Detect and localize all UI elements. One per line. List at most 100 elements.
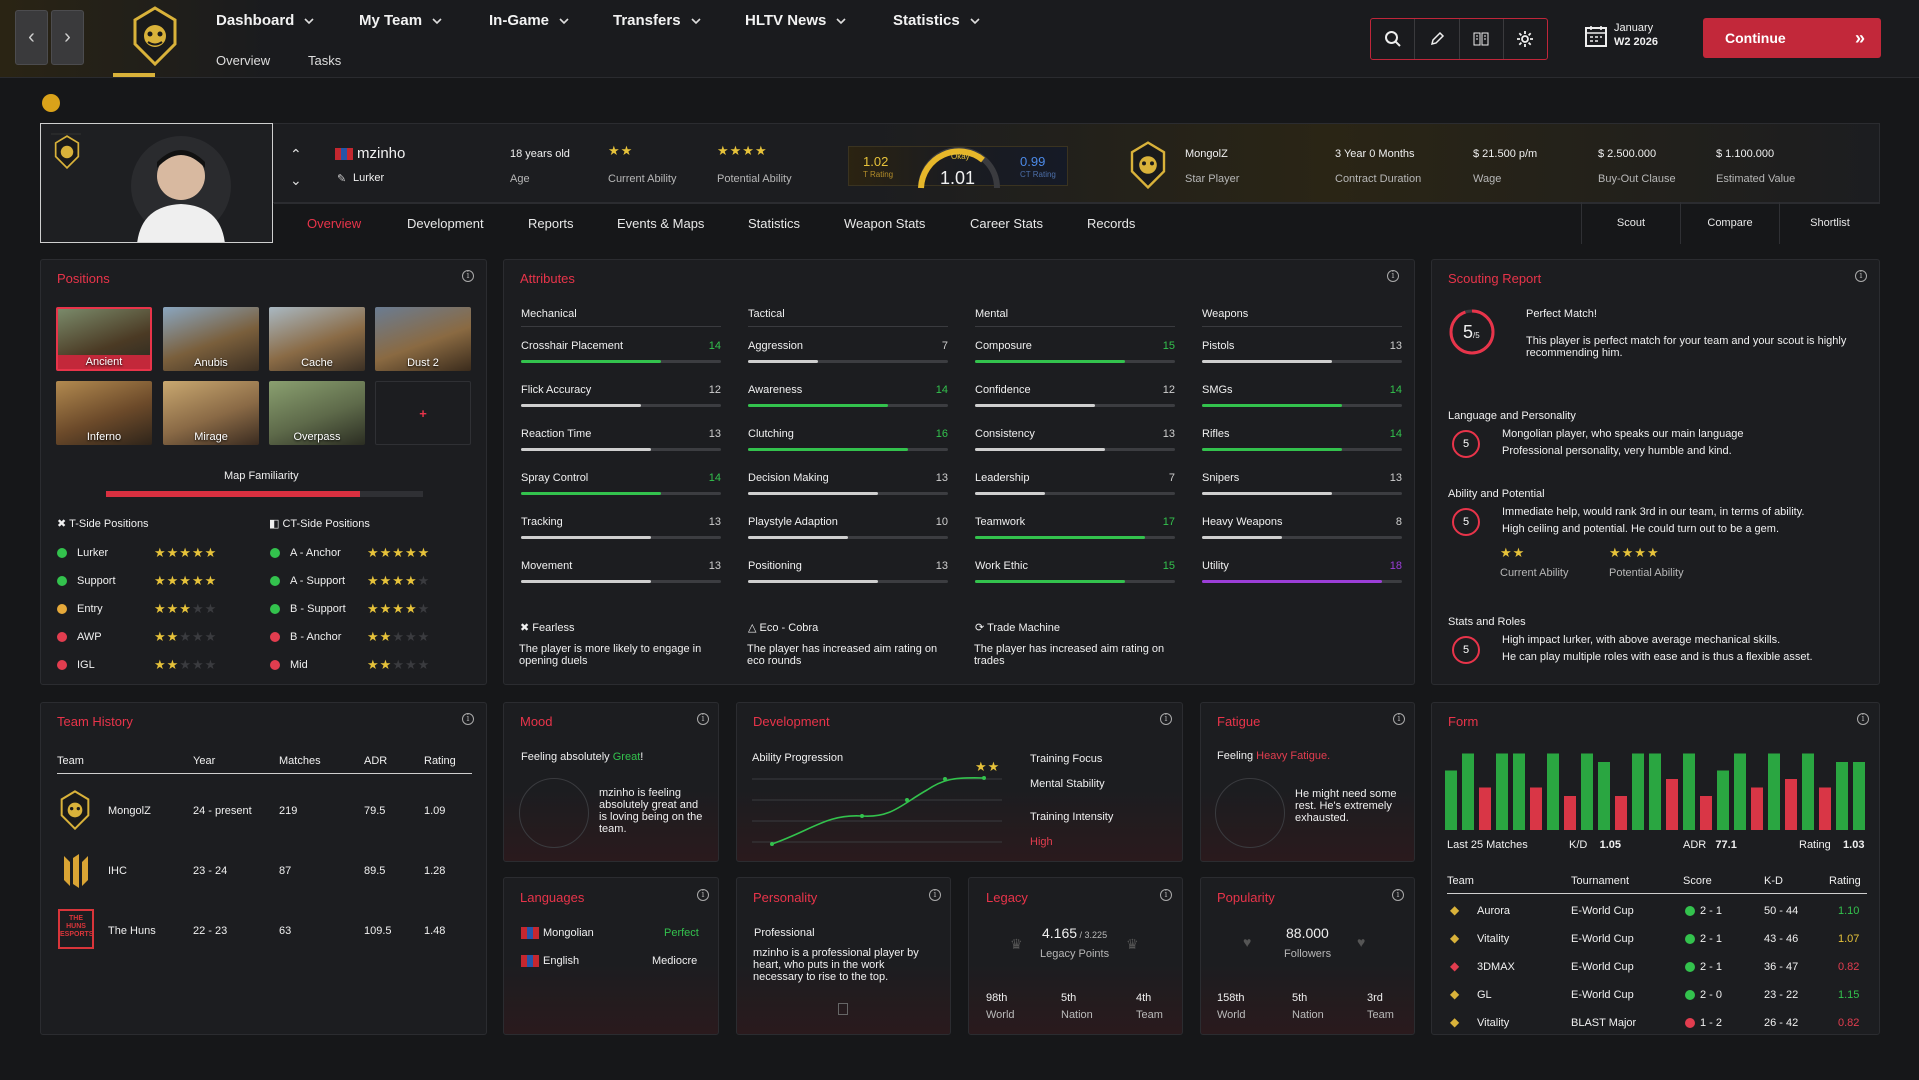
form-bar[interactable] xyxy=(1836,762,1848,830)
form-bar[interactable] xyxy=(1819,787,1831,831)
form-bar[interactable] xyxy=(1632,753,1644,831)
match-team[interactable]: Vitality xyxy=(1477,1017,1510,1029)
form-bar[interactable] xyxy=(1853,762,1865,830)
position-stars: ★★★★★ xyxy=(367,601,430,617)
form-bar[interactable] xyxy=(1700,796,1712,830)
tab-records[interactable]: Records xyxy=(1087,216,1136,231)
search-button[interactable] xyxy=(1371,19,1416,59)
submenu-tasks[interactable]: Tasks xyxy=(308,53,342,68)
scout-button[interactable]: Scout xyxy=(1581,202,1680,244)
form-bar[interactable] xyxy=(1598,762,1610,830)
info-icon[interactable]: i xyxy=(697,889,709,901)
tab-overview[interactable]: Overview xyxy=(307,216,362,231)
form-bar[interactable] xyxy=(1751,787,1763,831)
next-player-button[interactable]: ⌄ xyxy=(290,172,302,188)
info-icon[interactable]: i xyxy=(462,270,474,282)
form-bar[interactable] xyxy=(1734,753,1746,831)
match-team[interactable]: 3DMAX xyxy=(1477,961,1515,973)
compare-player-button[interactable]: Compare xyxy=(1680,202,1779,244)
menu-statistics[interactable]: Statistics xyxy=(893,12,980,29)
map-cache[interactable]: Cache xyxy=(269,307,365,371)
edit-button[interactable] xyxy=(1415,19,1460,59)
rating-value: 1.03 xyxy=(1843,839,1865,851)
languages-panel xyxy=(503,877,719,1035)
add-map-button[interactable]: + xyxy=(375,381,471,445)
form-bar[interactable] xyxy=(1564,796,1576,830)
form-bar[interactable] xyxy=(1785,779,1797,830)
language-level: Mediocre xyxy=(652,955,698,967)
back-button[interactable]: ‹ xyxy=(15,10,48,65)
form-bar[interactable] xyxy=(1717,770,1729,831)
form-bar[interactable] xyxy=(1513,753,1525,831)
scout-section-score: 5 xyxy=(1452,508,1480,536)
form-bar[interactable] xyxy=(1666,779,1678,830)
filled-stars: ★★ xyxy=(154,629,180,644)
scout-score-value: 5 xyxy=(1463,322,1474,342)
info-icon[interactable]: i xyxy=(1857,713,1869,725)
info-icon[interactable]: i xyxy=(1392,889,1404,901)
training-intensity-value[interactable]: High xyxy=(1030,836,1053,848)
match-team[interactable]: Aurora xyxy=(1477,905,1511,917)
tab-career-stats[interactable]: Career Stats xyxy=(970,216,1043,231)
team-badge[interactable] xyxy=(1128,141,1168,189)
mood-prefix: Feeling absolutely xyxy=(521,751,613,763)
position-name: Lurker xyxy=(77,547,109,559)
map-dust2[interactable]: Dust 2 xyxy=(375,307,471,371)
info-icon[interactable]: i xyxy=(1393,713,1405,725)
info-icon[interactable]: i xyxy=(1160,889,1172,901)
menu-hltv-news[interactable]: HLTV News xyxy=(745,12,846,29)
compare-button[interactable] xyxy=(1460,19,1504,59)
forward-button[interactable]: › xyxy=(51,10,84,65)
col-matches: Matches xyxy=(279,755,321,767)
form-bar[interactable] xyxy=(1615,796,1627,830)
team-name[interactable]: MongolZ xyxy=(1185,148,1228,160)
settings-button[interactable] xyxy=(1504,19,1547,59)
team-logo[interactable] xyxy=(130,6,180,66)
match-team[interactable]: Vitality xyxy=(1477,933,1510,945)
form-bar[interactable] xyxy=(1683,753,1695,831)
info-icon[interactable]: i xyxy=(697,713,709,725)
form-bar[interactable] xyxy=(1581,753,1593,831)
form-bar[interactable] xyxy=(1496,753,1508,831)
training-focus-value[interactable]: Mental Stability xyxy=(1030,778,1105,790)
form-bar[interactable] xyxy=(1649,753,1661,831)
tab-events-maps[interactable]: Events & Maps xyxy=(617,216,705,231)
menu-in-game[interactable]: In-Game xyxy=(489,12,569,29)
calendar-icon[interactable] xyxy=(1584,24,1608,48)
form-bar[interactable] xyxy=(1462,753,1474,831)
map-ancient[interactable]: Ancient xyxy=(56,307,152,371)
form-bar[interactable] xyxy=(1530,787,1542,831)
tab-development[interactable]: Development xyxy=(407,216,484,231)
menu-my-team[interactable]: My Team xyxy=(359,12,442,29)
menu-transfers[interactable]: Transfers xyxy=(613,12,701,29)
form-bar[interactable] xyxy=(1479,787,1491,831)
info-icon[interactable]: i xyxy=(929,889,941,901)
map-inferno[interactable]: Inferno xyxy=(56,381,152,445)
info-icon[interactable]: i xyxy=(1160,713,1172,725)
attribute-bar xyxy=(1202,448,1402,451)
menu-dashboard[interactable]: Dashboard xyxy=(216,12,314,29)
map-mirage[interactable]: Mirage xyxy=(163,381,259,445)
form-title: Form xyxy=(1448,714,1479,729)
map-anubis[interactable]: Anubis xyxy=(163,307,259,371)
form-bar[interactable] xyxy=(1445,770,1457,831)
tab-reports[interactable]: Reports xyxy=(528,216,574,231)
match-team[interactable]: GL xyxy=(1477,989,1492,1001)
map-overpass[interactable]: Overpass xyxy=(269,381,365,445)
book-icon xyxy=(1473,32,1489,46)
tab-statistics[interactable]: Statistics xyxy=(748,216,801,231)
info-icon[interactable]: i xyxy=(462,713,474,725)
info-icon[interactable]: i xyxy=(1855,270,1867,282)
attribute-value: 7 xyxy=(941,340,948,352)
form-bar[interactable] xyxy=(1802,753,1814,831)
scout-section-line: High ceiling and potential. He could tur… xyxy=(1502,523,1780,535)
info-icon[interactable]: i xyxy=(1387,270,1399,282)
form-bar[interactable] xyxy=(1547,753,1559,831)
submenu-overview[interactable]: Overview xyxy=(216,53,271,68)
form-bar[interactable] xyxy=(1768,753,1780,831)
shortlist-button[interactable]: Shortlist xyxy=(1779,202,1880,244)
continue-button[interactable]: Continue » xyxy=(1703,18,1881,58)
position-status-dot xyxy=(270,632,280,642)
tab-weapon-stats[interactable]: Weapon Stats xyxy=(844,216,926,231)
previous-player-button[interactable]: ⌃ xyxy=(290,146,302,162)
